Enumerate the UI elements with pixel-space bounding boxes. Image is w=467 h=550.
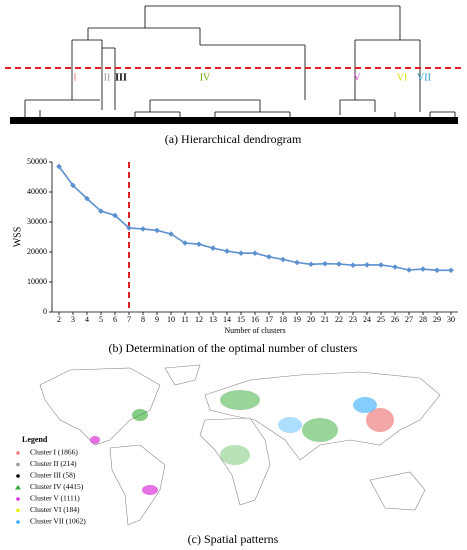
x-axis-label: Number of clusters bbox=[224, 326, 285, 335]
legend-marker bbox=[16, 497, 20, 501]
point bbox=[392, 264, 398, 270]
x-tick-label: 26 bbox=[391, 315, 399, 324]
point bbox=[378, 262, 384, 268]
map-legend: Legend Cluster I (1866) Cluster II (214) Cl… bbox=[15, 435, 86, 526]
point bbox=[210, 245, 216, 251]
point bbox=[420, 266, 426, 272]
cluster-label: VII bbox=[417, 72, 431, 83]
point bbox=[280, 256, 286, 263]
x-tick-label: 22 bbox=[335, 315, 343, 324]
cluster-label: II bbox=[104, 72, 111, 83]
point bbox=[252, 250, 258, 256]
legend-label: Cluster V (1111) bbox=[30, 494, 80, 503]
legend-label: Cluster VI (184) bbox=[30, 505, 80, 514]
world-map bbox=[39, 364, 441, 526]
x-tick-label: 27 bbox=[405, 315, 413, 324]
x-tick-label: 8 bbox=[141, 315, 145, 324]
legend-marker bbox=[16, 508, 20, 513]
x-tick-label: 10 bbox=[167, 315, 175, 324]
cluster-label: V bbox=[353, 72, 361, 83]
legend-label: Cluster III (58) bbox=[30, 471, 76, 480]
cluster-label: VI bbox=[397, 72, 408, 83]
point bbox=[182, 240, 188, 246]
dendrogram-tree bbox=[24, 5, 456, 118]
legend-label: Cluster II (214) bbox=[30, 459, 77, 468]
y-tick-label: 50000 bbox=[27, 157, 47, 166]
caption: (b) Determination of the optimal number … bbox=[109, 341, 358, 355]
caption: (a) Hierarchical dendrogram bbox=[165, 132, 302, 146]
point bbox=[84, 195, 90, 202]
x-tick-label: 7 bbox=[127, 315, 131, 324]
x-tick-label: 14 bbox=[223, 315, 231, 324]
y-tick-label: 0 bbox=[43, 307, 47, 316]
x-tick-label: 3 bbox=[71, 315, 75, 324]
point bbox=[434, 267, 440, 274]
dendrogram-baseline bbox=[10, 117, 458, 124]
y-tick-label: 20000 bbox=[27, 247, 47, 256]
x-tick-label: 20 bbox=[307, 315, 315, 324]
x-tick-label: 30 bbox=[447, 315, 455, 324]
x-tick-label: 28 bbox=[419, 315, 427, 324]
legend-label: Cluster VII (1062) bbox=[30, 517, 86, 526]
point bbox=[406, 267, 412, 273]
point bbox=[322, 260, 328, 267]
x-tick-label: 17 bbox=[265, 315, 273, 324]
point bbox=[364, 262, 370, 268]
x-tick-label: 18 bbox=[279, 315, 287, 324]
point bbox=[224, 248, 230, 254]
legend-marker bbox=[16, 474, 20, 478]
point bbox=[168, 231, 174, 237]
point bbox=[196, 241, 202, 247]
x-tick-label: 24 bbox=[363, 315, 371, 324]
point bbox=[294, 259, 300, 266]
point bbox=[266, 254, 272, 260]
x-tick-label: 29 bbox=[433, 315, 441, 324]
point bbox=[70, 182, 76, 189]
cluster-labels: I II III IV V VI VII bbox=[73, 72, 431, 83]
legend-marker bbox=[16, 462, 20, 467]
legend-label: Cluster IV (4415) bbox=[30, 482, 84, 491]
point bbox=[140, 226, 146, 232]
point bbox=[350, 262, 356, 268]
point bbox=[98, 208, 104, 214]
x-tick-label: 5 bbox=[99, 315, 103, 324]
point bbox=[238, 250, 244, 256]
legend-marker bbox=[16, 451, 20, 455]
cluster-label: IV bbox=[200, 72, 211, 83]
point bbox=[336, 261, 342, 267]
x-tick-label: 15 bbox=[237, 315, 245, 324]
x-tick-label: 4 bbox=[85, 315, 89, 324]
legend-title: Legend bbox=[22, 435, 48, 444]
legend-marker bbox=[15, 485, 21, 490]
point bbox=[126, 225, 132, 231]
x-tick-label: 2 bbox=[57, 315, 61, 324]
legend-label: Cluster I (1866) bbox=[30, 448, 78, 457]
x-tick-label: 6 bbox=[113, 315, 117, 324]
x-tick-label: 23 bbox=[349, 315, 357, 324]
caption: (c) Spatial patterns bbox=[188, 532, 279, 546]
y-tick-label: 40000 bbox=[27, 187, 47, 196]
x-tick-label: 16 bbox=[251, 315, 259, 324]
point bbox=[56, 163, 62, 170]
x-tick-label: 12 bbox=[195, 315, 203, 324]
point bbox=[112, 212, 118, 219]
y-axis-label: WSS bbox=[12, 227, 23, 248]
point bbox=[308, 261, 314, 268]
point bbox=[154, 227, 160, 234]
point bbox=[448, 267, 454, 274]
cluster-label: I bbox=[73, 72, 76, 83]
x-tick-label: 11 bbox=[181, 315, 189, 324]
y-tick-label: 30000 bbox=[27, 217, 47, 226]
x-tick-label: 19 bbox=[293, 315, 301, 324]
legend-marker bbox=[16, 520, 20, 524]
x-tick-label: 25 bbox=[377, 315, 385, 324]
cluster-label: III bbox=[115, 72, 127, 83]
x-tick-label: 9 bbox=[155, 315, 159, 324]
x-tick-label: 21 bbox=[321, 315, 329, 324]
x-tick-label: 13 bbox=[209, 315, 217, 324]
y-tick-label: 10000 bbox=[27, 277, 47, 286]
